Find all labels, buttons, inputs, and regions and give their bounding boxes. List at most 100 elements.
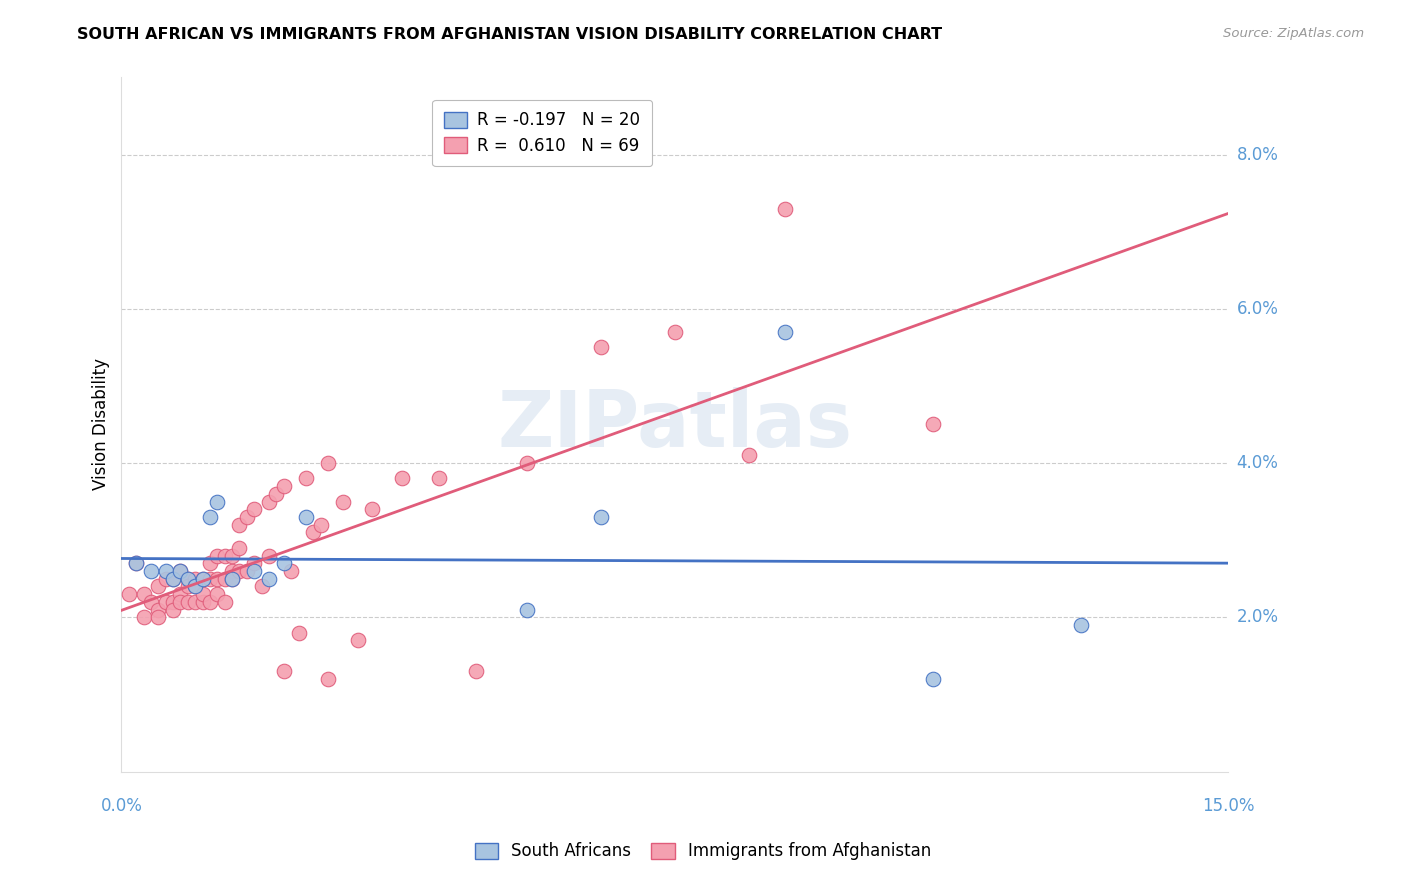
Point: [287, 625, 309, 640]
Point: [214, 572, 236, 586]
Point: [737, 448, 759, 462]
Point: [243, 502, 266, 516]
Point: [257, 549, 280, 563]
Text: Source: ZipAtlas.com: Source: ZipAtlas.com: [1223, 27, 1364, 40]
Point: [177, 572, 200, 586]
Text: SOUTH AFRICAN VS IMMIGRANTS FROM AFGHANISTAN VISION DISABILITY CORRELATION CHART: SOUTH AFRICAN VS IMMIGRANTS FROM AFGHANI…: [77, 27, 942, 42]
Point: [243, 557, 266, 571]
Point: [221, 549, 243, 563]
Point: [516, 456, 538, 470]
Point: [775, 202, 797, 216]
Point: [214, 549, 236, 563]
Point: [257, 494, 280, 508]
Point: [295, 471, 318, 485]
Point: [273, 557, 295, 571]
Point: [391, 471, 413, 485]
Point: [191, 595, 214, 609]
Point: [177, 595, 200, 609]
Point: [162, 572, 184, 586]
Point: [118, 587, 141, 601]
Point: [162, 602, 184, 616]
Point: [139, 595, 162, 609]
Point: [922, 672, 945, 686]
Point: [589, 510, 612, 524]
Point: [191, 572, 214, 586]
Point: [191, 587, 214, 601]
Point: [346, 633, 368, 648]
Point: [184, 595, 207, 609]
Point: [266, 487, 288, 501]
Point: [236, 510, 259, 524]
Point: [257, 572, 280, 586]
Point: [427, 471, 450, 485]
Point: [155, 595, 177, 609]
Point: [309, 517, 332, 532]
Point: [280, 564, 302, 578]
Point: [198, 572, 221, 586]
Point: [221, 572, 243, 586]
Point: [169, 564, 191, 578]
Y-axis label: Vision Disability: Vision Disability: [93, 359, 110, 491]
Point: [589, 340, 612, 354]
Point: [207, 587, 229, 601]
Point: [169, 564, 191, 578]
Point: [132, 587, 155, 601]
Point: [361, 502, 384, 516]
Text: 6.0%: 6.0%: [1236, 300, 1278, 318]
Text: 8.0%: 8.0%: [1236, 145, 1278, 163]
Point: [464, 665, 486, 679]
Point: [155, 564, 177, 578]
Point: [664, 325, 686, 339]
Text: 2.0%: 2.0%: [1236, 608, 1278, 626]
Point: [207, 494, 229, 508]
Point: [221, 572, 243, 586]
Point: [207, 549, 229, 563]
Point: [228, 564, 250, 578]
Point: [125, 557, 148, 571]
Point: [139, 564, 162, 578]
Legend: R = -0.197   N = 20, R =  0.610   N = 69: R = -0.197 N = 20, R = 0.610 N = 69: [432, 100, 652, 167]
Point: [273, 665, 295, 679]
Point: [162, 572, 184, 586]
Point: [228, 517, 250, 532]
Point: [132, 610, 155, 624]
Point: [125, 557, 148, 571]
Point: [250, 579, 273, 593]
Point: [316, 672, 339, 686]
Text: 4.0%: 4.0%: [1236, 454, 1278, 472]
Point: [273, 479, 295, 493]
Point: [243, 564, 266, 578]
Point: [184, 579, 207, 593]
Point: [214, 595, 236, 609]
Point: [228, 541, 250, 555]
Point: [516, 602, 538, 616]
Point: [302, 525, 325, 540]
Point: [191, 572, 214, 586]
Point: [207, 572, 229, 586]
Point: [155, 572, 177, 586]
Point: [148, 602, 170, 616]
Point: [236, 564, 259, 578]
Point: [198, 510, 221, 524]
Point: [184, 572, 207, 586]
Point: [221, 564, 243, 578]
Point: [169, 595, 191, 609]
Point: [922, 417, 945, 432]
Point: [316, 456, 339, 470]
Text: ZIPatlas: ZIPatlas: [498, 386, 852, 462]
Point: [198, 557, 221, 571]
Point: [184, 579, 207, 593]
Text: 0.0%: 0.0%: [100, 797, 142, 814]
Point: [148, 610, 170, 624]
Point: [1070, 618, 1092, 632]
Point: [198, 595, 221, 609]
Legend: South Africans, Immigrants from Afghanistan: South Africans, Immigrants from Afghanis…: [465, 832, 941, 871]
Point: [148, 579, 170, 593]
Point: [177, 579, 200, 593]
Point: [775, 325, 797, 339]
Text: 15.0%: 15.0%: [1202, 797, 1254, 814]
Point: [169, 587, 191, 601]
Point: [295, 510, 318, 524]
Point: [332, 494, 354, 508]
Point: [162, 595, 184, 609]
